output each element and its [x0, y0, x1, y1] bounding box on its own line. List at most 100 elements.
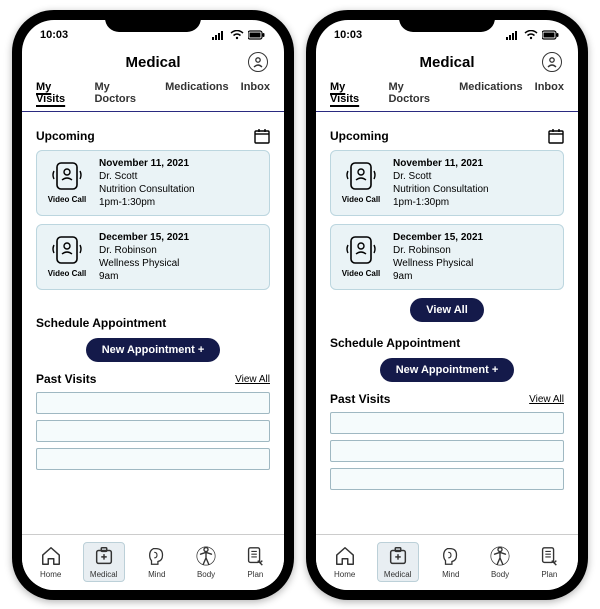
video-call-icon [51, 235, 83, 270]
schedule-title: Schedule Appointment [330, 336, 564, 350]
past-visit-row[interactable] [36, 392, 270, 414]
battery-icon [542, 30, 560, 40]
new-appointment-label: New Appointment + [102, 344, 205, 356]
nav-plan[interactable]: Plan [532, 543, 566, 581]
new-appointment-button[interactable]: New Appointment + [380, 358, 515, 382]
appointment-doctor: Dr. Scott [393, 170, 489, 183]
appointment-info: December 15, 2021 Dr. Robinson Wellness … [393, 231, 483, 283]
appointment-date: December 15, 2021 [99, 231, 189, 244]
nav-body[interactable]: Body [189, 543, 223, 581]
nav-label: Body [197, 570, 215, 579]
appointment-time: 9am [393, 270, 483, 283]
tabs: My Visits My Doctors Medications Inbox [22, 77, 284, 112]
nav-body[interactable]: Body [483, 543, 517, 581]
tab-my-visits[interactable]: My Visits [36, 77, 82, 111]
content: Upcoming Video Call November 11, 2021 Dr… [316, 112, 578, 534]
bottom-nav: Home Medical Mind Body Plan [22, 534, 284, 590]
tab-label: Medications [459, 81, 523, 93]
nav-medical[interactable]: Medical [377, 542, 419, 582]
plan-icon [244, 545, 266, 570]
profile-icon[interactable] [248, 52, 268, 72]
appointment-kind: Video Call [48, 270, 87, 279]
nav-label: Medical [384, 570, 412, 579]
past-visit-row[interactable] [36, 420, 270, 442]
past-visit-row[interactable] [330, 468, 564, 490]
appointment-kind: Video Call [342, 270, 381, 279]
tab-my-doctors[interactable]: My Doctors [94, 77, 153, 111]
header: Medical [22, 50, 284, 77]
calendar-icon[interactable] [548, 128, 564, 144]
appointment-type: Video Call [339, 235, 383, 279]
appointment-service: Wellness Physical [393, 257, 483, 270]
nav-home[interactable]: Home [328, 543, 362, 581]
appointment-service: Wellness Physical [99, 257, 189, 270]
past-visit-row[interactable] [330, 412, 564, 434]
appointment-type: Video Call [45, 235, 89, 279]
appointment-info: November 11, 2021 Dr. Scott Nutrition Co… [393, 157, 489, 209]
appointment-time: 1pm-1:30pm [393, 196, 489, 209]
appointment-type: Video Call [45, 161, 89, 205]
past-visit-row[interactable] [36, 448, 270, 470]
past-visit-row[interactable] [330, 440, 564, 462]
tab-label: Inbox [535, 81, 564, 93]
signal-icon [212, 30, 226, 40]
past-visits-title: Past Visits [330, 392, 390, 406]
page-title: Medical [419, 54, 474, 71]
appointment-time: 9am [99, 270, 189, 283]
nav-label: Medical [90, 570, 118, 579]
video-call-icon [51, 161, 83, 196]
profile-icon[interactable] [542, 52, 562, 72]
past-visits-title: Past Visits [36, 372, 96, 386]
status-time: 10:03 [40, 29, 68, 41]
view-all-button[interactable]: View All [410, 298, 484, 322]
new-appointment-button[interactable]: New Appointment + [86, 338, 221, 362]
nav-plan[interactable]: Plan [238, 543, 272, 581]
wifi-icon [524, 30, 538, 40]
nav-label: Mind [148, 570, 165, 579]
mind-icon [146, 545, 168, 570]
appointment-doctor: Dr. Scott [99, 170, 195, 183]
tab-my-doctors[interactable]: My Doctors [388, 77, 447, 111]
appointment-card[interactable]: Video Call December 15, 2021 Dr. Robinso… [330, 224, 564, 290]
tab-medications[interactable]: Medications [165, 77, 229, 111]
content: Upcoming Video Call November 11, 2021 Dr… [22, 112, 284, 534]
phone-notch [105, 10, 201, 32]
video-call-icon [345, 161, 377, 196]
nav-label: Mind [442, 570, 459, 579]
bottom-nav: Home Medical Mind Body Plan [316, 534, 578, 590]
phone-frame: 10:03 Medical My VisitsMy DoctorsMedicat… [306, 10, 588, 600]
appointment-date: November 11, 2021 [393, 157, 489, 170]
nav-label: Home [40, 570, 61, 579]
nav-label: Plan [541, 570, 557, 579]
nav-mind[interactable]: Mind [434, 543, 468, 581]
tab-label: My Doctors [94, 81, 136, 105]
tab-label: Inbox [241, 81, 270, 93]
tab-medications[interactable]: Medications [459, 77, 523, 111]
appointment-card[interactable]: Video Call November 11, 2021 Dr. Scott N… [36, 150, 270, 216]
tab-inbox[interactable]: Inbox [241, 77, 270, 111]
past-view-all-link[interactable]: View All [235, 374, 270, 385]
medical-icon [93, 545, 115, 570]
new-appointment-label: New Appointment + [396, 364, 499, 376]
nav-label: Plan [247, 570, 263, 579]
past-view-all-link[interactable]: View All [529, 394, 564, 405]
nav-home[interactable]: Home [34, 543, 68, 581]
mind-icon [440, 545, 462, 570]
header: Medical [316, 50, 578, 77]
tab-label: My Visits [330, 81, 359, 105]
nav-label: Home [334, 570, 355, 579]
appointment-type: Video Call [339, 161, 383, 205]
calendar-icon[interactable] [254, 128, 270, 144]
wifi-icon [230, 30, 244, 40]
medical-icon [387, 545, 409, 570]
appointment-card[interactable]: Video Call November 11, 2021 Dr. Scott N… [330, 150, 564, 216]
video-call-icon [345, 235, 377, 270]
nav-mind[interactable]: Mind [140, 543, 174, 581]
appointment-card[interactable]: Video Call December 15, 2021 Dr. Robinso… [36, 224, 270, 290]
tab-inbox[interactable]: Inbox [535, 77, 564, 111]
appointment-service: Nutrition Consultation [99, 183, 195, 196]
phone-notch [399, 10, 495, 32]
nav-medical[interactable]: Medical [83, 542, 125, 582]
tab-my-visits[interactable]: My Visits [330, 77, 376, 111]
appointment-kind: Video Call [48, 196, 87, 205]
